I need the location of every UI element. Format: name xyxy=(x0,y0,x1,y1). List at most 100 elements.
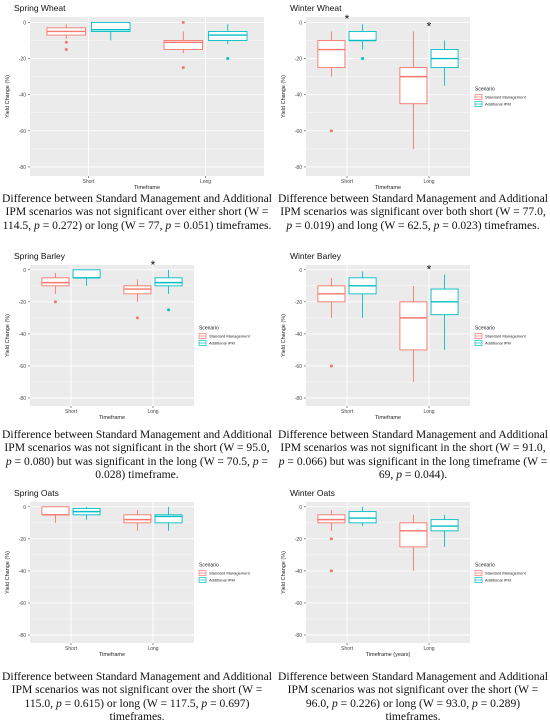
outlier-point xyxy=(135,316,139,320)
y-tick-label: -20 xyxy=(295,300,302,306)
outlier-point xyxy=(329,537,333,541)
caption-text: = 0.080) but was significant in the long… xyxy=(11,454,253,468)
panel-winter-wheat: Winter Wheat 0 -20 -40 -60 -80 Yield Change (%… xyxy=(278,0,548,191)
caption-text: p xyxy=(396,467,402,481)
chart-spring-oats: Spring Oats 0 -20 -40 -60 -80 Yield Change (%)… xyxy=(5,488,251,658)
significance-marker: * xyxy=(151,258,156,272)
panel-winter-oats: Winter Oats 0 -20 -40 -60 -80 Yield Change (%)… xyxy=(278,485,548,658)
y-tick-label: -20 xyxy=(19,537,26,543)
y-tick-label: -80 xyxy=(295,165,302,171)
legend-title: Scenario xyxy=(475,87,495,93)
caption-text: p xyxy=(278,454,285,468)
legend-label: Standard Management xyxy=(485,334,527,339)
y-tick-label: -40 xyxy=(295,569,302,575)
x-tick-label: Short xyxy=(65,409,78,415)
y-tick-label: 0 xyxy=(23,505,26,511)
chart-winter-barley: Winter Barley 0 -20 -40 -60 -80 Yield Change (… xyxy=(281,251,527,421)
y-tick-label: -80 xyxy=(19,396,26,402)
y-tick-label: -20 xyxy=(295,537,302,543)
caption-spring-wheat: Difference between Standard Management a… xyxy=(2,192,272,232)
y-tick-label: -20 xyxy=(295,57,302,63)
chart-title: Spring Wheat xyxy=(14,3,66,13)
x-axis-label: Timeframe xyxy=(134,185,160,190)
caption-text: = 0.028) timeframe. xyxy=(95,454,269,481)
y-axis-label: Yield Change (%) xyxy=(281,551,287,594)
outlier-point xyxy=(329,129,333,133)
box xyxy=(430,519,459,532)
box xyxy=(41,277,70,287)
x-axis-label: Timeframe xyxy=(99,415,125,420)
x-tick-label: Short xyxy=(65,646,78,652)
box xyxy=(123,285,152,295)
y-axis-label: Yield Change (%) xyxy=(5,314,11,357)
caption-text: p xyxy=(201,696,208,710)
y-tick-label: -40 xyxy=(19,569,26,575)
caption-text: = 0.044). xyxy=(402,467,448,481)
y-tick-label: -60 xyxy=(19,364,26,370)
y-tick-label: -60 xyxy=(19,129,26,135)
legend-label: Standard Management xyxy=(485,95,527,100)
x-tick-label: Long xyxy=(423,646,434,652)
caption-text: p xyxy=(252,454,259,468)
y-tick-label: -80 xyxy=(19,165,26,171)
x-tick-label: Long xyxy=(147,646,158,652)
x-tick-label: Long xyxy=(423,179,434,185)
y-tick-label: -60 xyxy=(295,364,302,370)
x-tick-label: Long xyxy=(147,409,158,415)
caption-text: p xyxy=(34,218,40,232)
legend-label: Additional IPM xyxy=(485,102,511,107)
legend-title: Scenario xyxy=(475,563,495,569)
caption-spring-oats: Difference between Standard Management a… xyxy=(2,670,272,723)
y-tick-label: 0 xyxy=(23,268,26,274)
panel-winter-barley: Winter Barley 0 -20 -40 -60 -80 Yield Change (… xyxy=(278,248,548,421)
x-axis-label: Timeframe xyxy=(99,652,125,657)
box xyxy=(123,514,152,524)
y-tick-label: -80 xyxy=(19,633,26,639)
legend-label: Additional IPM xyxy=(209,341,235,346)
legend-label: Standard Management xyxy=(209,334,251,339)
panel-spring-barley: Spring Barley 0 -20 -40 -60 -80 Yield Change (… xyxy=(2,248,272,421)
x-tick-label: Short xyxy=(341,646,354,652)
chart-title: Winter Wheat xyxy=(290,3,342,13)
significance-marker: * xyxy=(345,12,350,26)
y-tick-label: -60 xyxy=(295,129,302,135)
y-axis-label: Yield Change (%) xyxy=(5,75,11,118)
panel-spring-oats: Spring Oats 0 -20 -40 -60 -80 Yield Change (%)… xyxy=(2,485,272,658)
outlier-point xyxy=(181,20,185,24)
chart-title: Winter Barley xyxy=(290,251,342,261)
x-axis-label: Timeframe xyxy=(375,185,401,190)
outlier-point xyxy=(181,66,185,70)
box xyxy=(399,67,428,105)
box xyxy=(399,522,428,548)
caption-text: p xyxy=(331,696,338,710)
box xyxy=(41,506,70,516)
caption-text: = 0.289) timeframes. xyxy=(385,696,521,723)
box xyxy=(348,31,377,41)
legend-title: Scenario xyxy=(199,563,219,569)
caption-text: = 0.615) or long (W = 117.5, xyxy=(61,696,202,710)
x-tick-label: Long xyxy=(423,409,434,415)
chart-winter-oats: Winter Oats 0 -20 -40 -60 -80 Yield Change (%)… xyxy=(281,488,527,658)
box xyxy=(399,301,428,351)
caption-text: = 0.023) timeframes. xyxy=(439,218,540,232)
caption-winter-wheat: Difference between Standard Management a… xyxy=(278,192,548,232)
box xyxy=(317,514,346,524)
legend-label: Additional IPM xyxy=(209,578,235,583)
caption-text: = 0.226) or long (W = 93.0, xyxy=(337,696,473,710)
caption-winter-barley: Difference between Standard Management a… xyxy=(278,428,548,481)
y-tick-label: -60 xyxy=(19,601,26,607)
outlier-point xyxy=(64,48,68,52)
chart-spring-wheat: Spring Wheat 0 -20 -40 -60 -80 Yield Change (%… xyxy=(5,3,264,191)
plot-background xyxy=(30,502,194,643)
outlier-point xyxy=(167,308,171,312)
caption-text: p xyxy=(165,218,172,232)
caption-text: p xyxy=(286,218,293,232)
outlier-point xyxy=(329,364,333,368)
legend-label: Standard Management xyxy=(209,571,251,576)
caption-text: = 0.697) timeframes. xyxy=(109,696,250,723)
plot-background xyxy=(30,17,264,176)
x-tick-label: Long xyxy=(200,179,211,185)
y-axis-label: Yield Change (%) xyxy=(281,314,287,357)
legend-title: Scenario xyxy=(199,326,219,332)
box xyxy=(163,40,204,50)
